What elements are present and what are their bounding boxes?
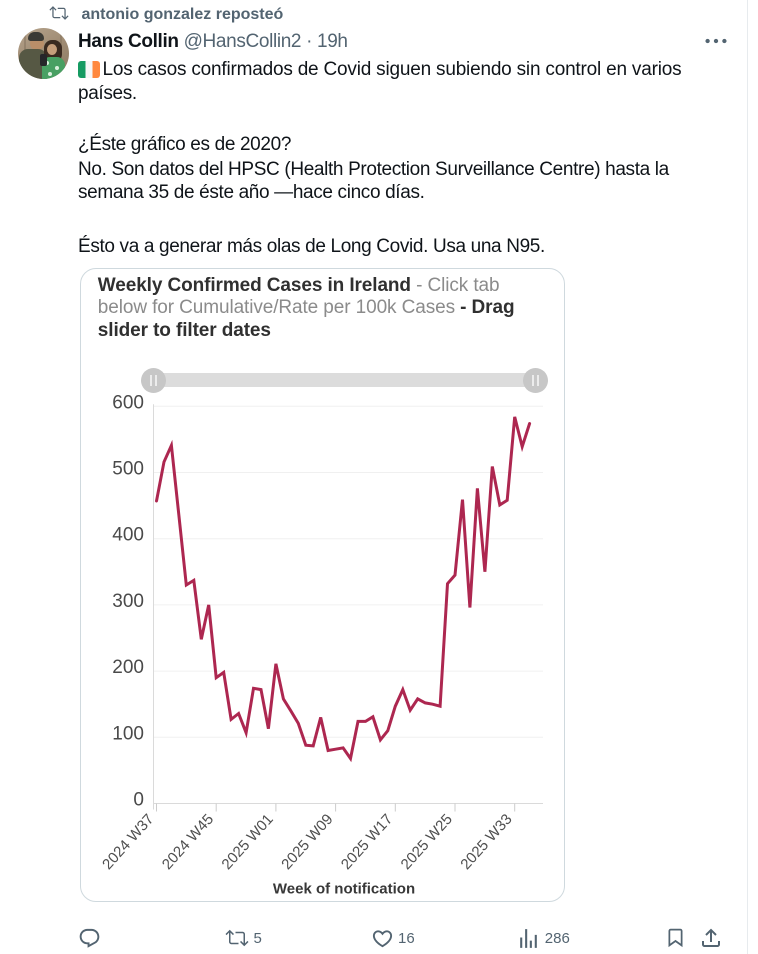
svg-text:500: 500: [112, 459, 144, 480]
svg-text:0: 0: [133, 790, 144, 811]
svg-text:2025 W17: 2025 W17: [338, 811, 396, 873]
svg-text:300: 300: [112, 591, 144, 612]
svg-text:400: 400: [112, 525, 144, 546]
svg-text:2025 W09: 2025 W09: [278, 811, 336, 873]
svg-text:Week of notification: Week of notification: [273, 881, 415, 898]
svg-text:2025 W33: 2025 W33: [457, 811, 515, 873]
svg-text:200: 200: [112, 657, 144, 678]
svg-text:2024 W37: 2024 W37: [99, 811, 157, 873]
svg-text:100: 100: [112, 723, 144, 744]
svg-text:2024 W45: 2024 W45: [159, 811, 217, 873]
svg-text:600: 600: [112, 392, 144, 413]
svg-text:2025 W25: 2025 W25: [398, 811, 456, 873]
svg-text:2025 W01: 2025 W01: [218, 811, 276, 873]
